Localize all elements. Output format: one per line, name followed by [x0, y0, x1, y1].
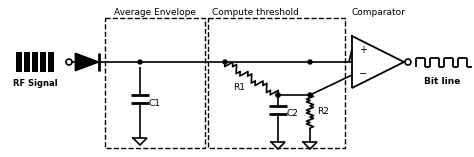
FancyBboxPatch shape: [16, 52, 22, 72]
Circle shape: [308, 93, 312, 97]
Circle shape: [223, 60, 227, 64]
Text: −: −: [359, 69, 367, 79]
Polygon shape: [75, 53, 99, 71]
Text: +: +: [359, 45, 367, 55]
Text: Bit line: Bit line: [424, 77, 460, 86]
Circle shape: [66, 59, 72, 65]
FancyBboxPatch shape: [40, 52, 46, 72]
Circle shape: [276, 93, 280, 97]
Text: R2: R2: [317, 107, 329, 116]
Circle shape: [138, 60, 142, 64]
Circle shape: [405, 59, 411, 65]
Text: Average Envelope: Average Envelope: [114, 8, 196, 17]
Circle shape: [308, 60, 312, 64]
Text: C2: C2: [287, 109, 299, 118]
Text: RF Signal: RF Signal: [13, 79, 57, 88]
Text: Compute threshold: Compute threshold: [212, 8, 299, 17]
FancyBboxPatch shape: [24, 52, 30, 72]
Text: C1: C1: [149, 98, 161, 108]
FancyBboxPatch shape: [48, 52, 54, 72]
FancyBboxPatch shape: [32, 52, 38, 72]
Text: Comparator: Comparator: [351, 8, 405, 17]
Circle shape: [276, 93, 280, 97]
Text: R1: R1: [234, 84, 246, 92]
